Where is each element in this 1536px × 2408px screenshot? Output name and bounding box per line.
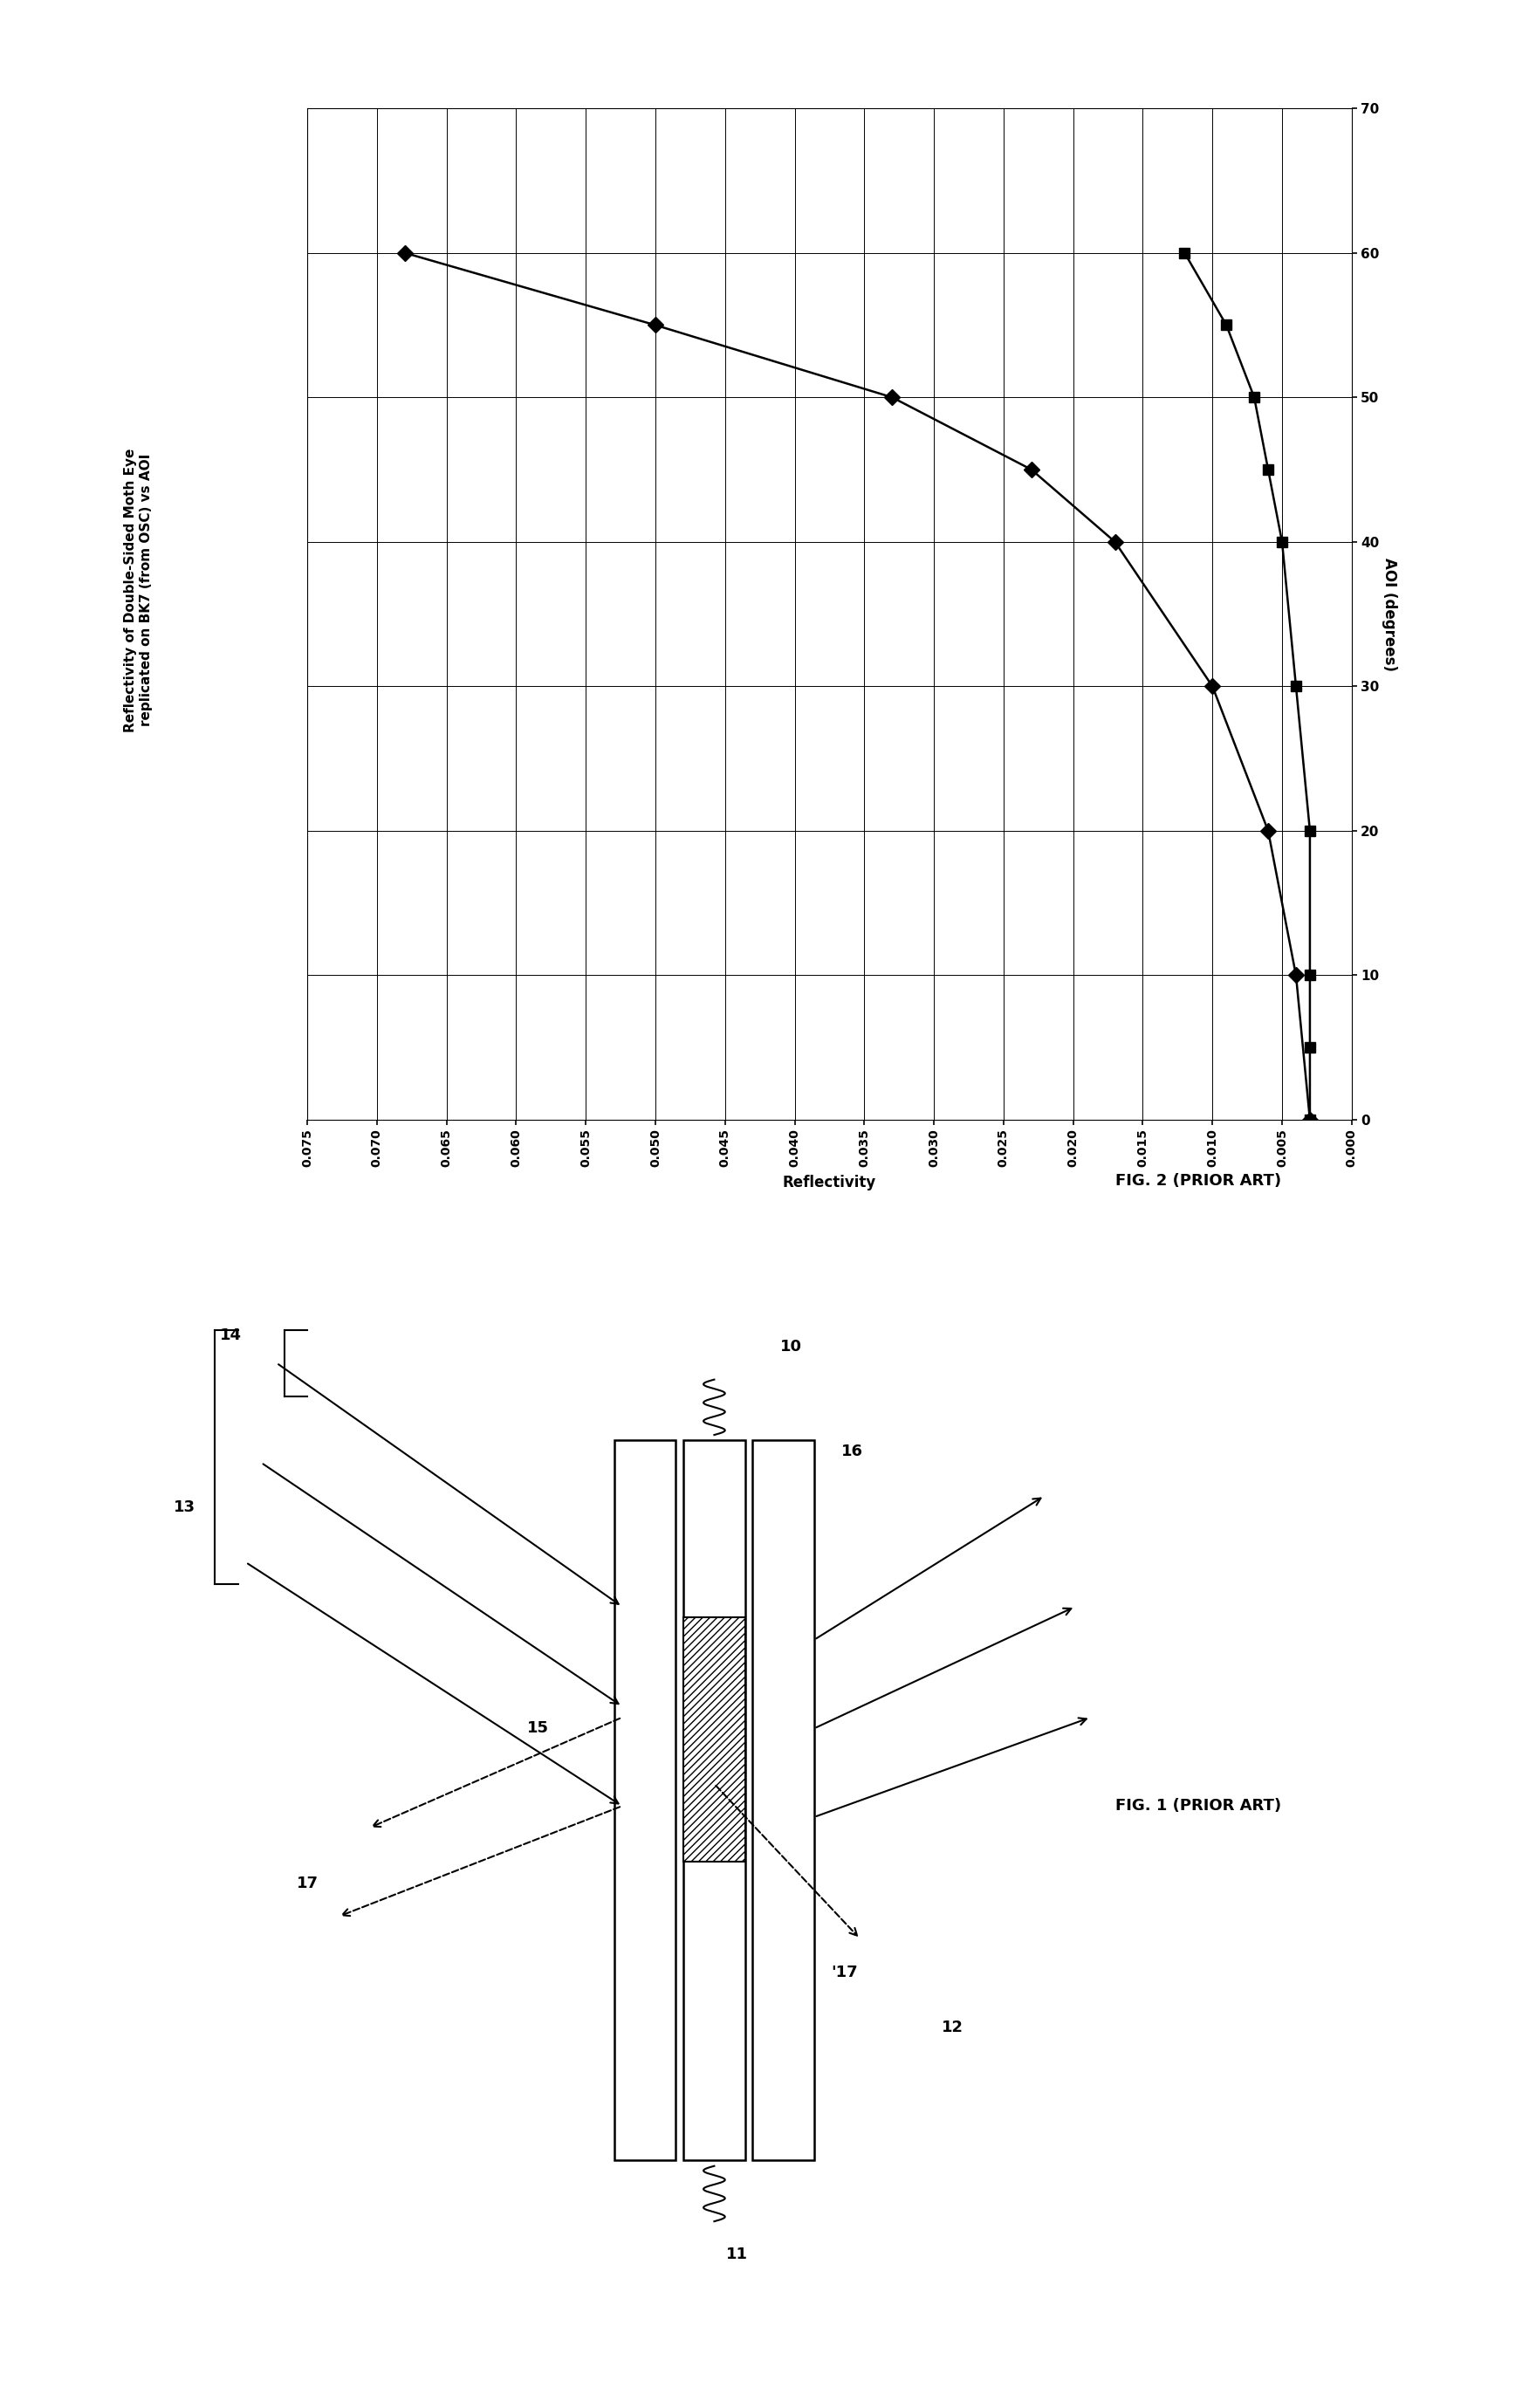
TE — [1301, 1105, 1319, 1134]
TE — [1175, 238, 1193, 267]
TE — [1246, 383, 1264, 412]
TE — [1273, 527, 1292, 556]
TE — [1301, 816, 1319, 845]
Line: TE: TE — [1180, 248, 1315, 1125]
Text: 13: 13 — [174, 1500, 195, 1515]
Y-axis label: AOI (degrees): AOI (degrees) — [1382, 556, 1398, 672]
Text: 11: 11 — [727, 2247, 748, 2264]
TE — [1301, 961, 1319, 990]
Text: 12: 12 — [942, 2020, 963, 2035]
Text: 15: 15 — [527, 1722, 548, 1736]
X-axis label: Reflectivity: Reflectivity — [783, 1175, 876, 1190]
Text: 14: 14 — [220, 1327, 241, 1344]
TE — [1301, 1033, 1319, 1062]
TE — [1287, 672, 1306, 701]
TM — [1260, 816, 1278, 845]
TM — [1106, 527, 1124, 556]
TM — [1287, 961, 1306, 990]
Bar — [684, 1440, 745, 2160]
TM — [1021, 455, 1040, 484]
Text: FIG. 1 (PRIOR ART): FIG. 1 (PRIOR ART) — [1115, 1799, 1281, 1813]
Text: 17: 17 — [296, 1876, 318, 1890]
Text: 16: 16 — [842, 1445, 863, 1459]
Text: Reflectivity of Double-Sided Moth Eye
replicated on BK7 (from OSC) vs AOI: Reflectivity of Double-Sided Moth Eye re… — [124, 448, 152, 732]
Text: FIG. 2 (PRIOR ART): FIG. 2 (PRIOR ART) — [1115, 1173, 1281, 1190]
Bar — [614, 1440, 676, 2160]
TM — [395, 238, 413, 267]
TE — [1217, 311, 1235, 340]
Bar — [684, 1618, 745, 1861]
TM — [1203, 672, 1221, 701]
Text: 10: 10 — [780, 1339, 802, 1353]
Bar — [753, 1440, 814, 2160]
TM — [883, 383, 902, 412]
Line: TM: TM — [399, 248, 1315, 1125]
TE — [1260, 455, 1278, 484]
Text: '17: '17 — [831, 1965, 859, 1979]
TM — [1301, 1105, 1319, 1134]
TM — [647, 311, 665, 340]
